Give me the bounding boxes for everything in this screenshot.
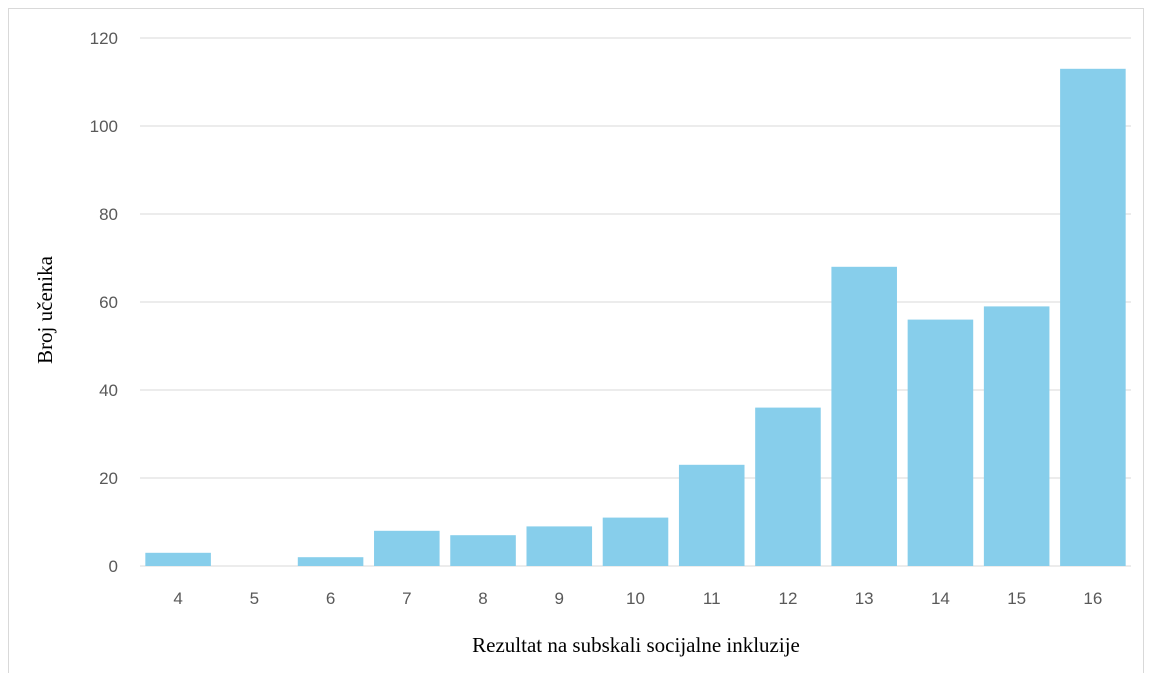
chart-frame bbox=[8, 8, 1144, 673]
x-tick-label: 8 bbox=[478, 589, 487, 608]
x-tick-label: 7 bbox=[402, 589, 411, 608]
x-tick-label: 6 bbox=[326, 589, 335, 608]
bar-6 bbox=[297, 557, 364, 566]
y-tick-label: 120 bbox=[90, 29, 118, 48]
bar-9 bbox=[526, 526, 593, 566]
bar-12 bbox=[755, 407, 821, 566]
x-tick-label: 12 bbox=[779, 589, 798, 608]
x-tick-label: 11 bbox=[703, 589, 721, 608]
y-tick-label: 0 bbox=[109, 557, 118, 576]
y-tick-label: 20 bbox=[99, 469, 118, 488]
bar-7 bbox=[374, 530, 440, 566]
x-tick-labels: 4 5 6 7 8 9 10 11 12 13 14 15 16 bbox=[173, 589, 1102, 608]
y-tick-label: 100 bbox=[90, 117, 118, 136]
y-tick-label: 80 bbox=[99, 205, 118, 224]
bars bbox=[145, 68, 1126, 567]
x-tick-label: 4 bbox=[173, 589, 182, 608]
gridlines bbox=[140, 37, 1131, 567]
x-tick-label: 16 bbox=[1083, 589, 1102, 608]
x-tick-label: 14 bbox=[931, 589, 950, 608]
bar-10 bbox=[602, 517, 669, 566]
x-tick-label: 15 bbox=[1007, 589, 1026, 608]
x-tick-label: 9 bbox=[555, 589, 564, 608]
bar-13 bbox=[831, 266, 897, 566]
bar-4 bbox=[145, 552, 211, 566]
y-tick-label: 40 bbox=[99, 381, 118, 400]
y-axis-title: Broj učenika bbox=[33, 255, 57, 364]
x-tick-label: 5 bbox=[250, 589, 259, 608]
y-tick-labels: 0 20 40 60 80 100 120 bbox=[90, 29, 118, 576]
y-tick-label: 60 bbox=[99, 293, 118, 312]
bar-8 bbox=[450, 535, 516, 566]
bar-11 bbox=[678, 464, 745, 566]
x-tick-label: 10 bbox=[626, 589, 645, 608]
x-axis-title: Rezultat na subskali socijalne inkluzije bbox=[472, 633, 800, 657]
bar-15 bbox=[983, 306, 1050, 566]
bar-16 bbox=[1060, 68, 1126, 567]
x-tick-label: 13 bbox=[855, 589, 874, 608]
bar-14 bbox=[907, 319, 974, 566]
